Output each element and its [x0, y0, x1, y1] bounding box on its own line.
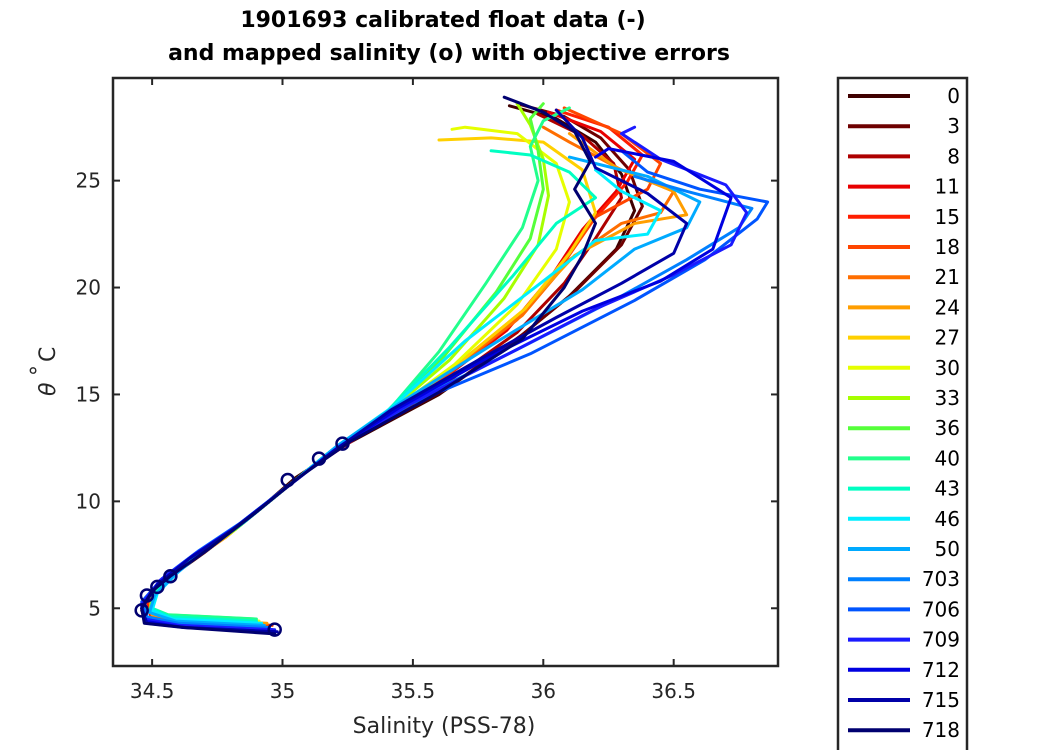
- mapped-point-5: [280, 472, 295, 488]
- mapped-point-1: [134, 603, 149, 618]
- legend-items: 0 3 8 11 15 18 21 24 27 30 33 36 40 43 46 50 703 706 709 71…: [848, 84, 960, 742]
- mapped-point-3: [150, 579, 165, 595]
- y-axis-unit: C: [36, 347, 61, 362]
- plot-frame: [111, 76, 780, 668]
- y-axis-theta: θ: [36, 382, 61, 396]
- legend-label-36: 36: [935, 416, 960, 440]
- legend-label-50: 50: [935, 537, 960, 561]
- legend-label-43: 43: [935, 477, 960, 501]
- y-tick-label: 10: [76, 489, 101, 513]
- legend-label-715: 715: [922, 688, 960, 712]
- legend-label-33: 33: [935, 386, 960, 410]
- legend-label-0: 0: [947, 84, 960, 108]
- chart-title-line2: and mapped salinity (o) with objective e…: [168, 41, 730, 66]
- y-tick-label: 20: [76, 276, 101, 300]
- legend-label-30: 30: [935, 356, 960, 380]
- y-tick-label: 25: [76, 169, 101, 193]
- mapped-point-2: [139, 588, 155, 603]
- legend-label-718: 718: [922, 718, 960, 742]
- mapped-point-6: [311, 451, 327, 466]
- legend-label-709: 709: [922, 628, 960, 652]
- data-lines: [140, 95, 770, 636]
- legend-label-3: 3: [947, 114, 960, 138]
- x-axis-label: Salinity (PSS-78): [353, 714, 536, 739]
- mapped-point-4: [163, 568, 178, 584]
- legend-label-18: 18: [935, 235, 960, 259]
- x-tick-label: 36.5: [651, 679, 696, 703]
- legend-label-706: 706: [922, 597, 960, 621]
- x-tick-label: 34.5: [130, 679, 175, 703]
- mapped-markers: [134, 436, 350, 637]
- legend-label-8: 8: [947, 144, 960, 168]
- legend-label-703: 703: [922, 567, 960, 591]
- y-axis-degree: °: [27, 365, 52, 376]
- y-axis-label: θ ° C: [27, 347, 61, 396]
- y-tick-label: 5: [88, 596, 101, 620]
- mapped-point-0: [267, 622, 282, 637]
- x-tick-label: 36: [531, 679, 556, 703]
- legend-label-40: 40: [935, 446, 960, 470]
- legend-label-27: 27: [935, 326, 960, 350]
- legend-label-11: 11: [935, 175, 960, 199]
- axis-ticks: 34.5 35 35.5 36 36.5 5 10 15 20 25: [76, 78, 778, 703]
- x-tick-label: 35: [270, 679, 295, 703]
- mapped-point-7: [335, 436, 350, 451]
- y-tick-label: 15: [76, 382, 101, 406]
- legend-label-15: 15: [935, 205, 960, 229]
- chart-title-line1: 1901693 calibrated float data (-): [240, 8, 645, 33]
- x-tick-label: 35.5: [391, 679, 436, 703]
- legend-label-21: 21: [935, 265, 960, 289]
- legend-label-712: 712: [922, 658, 960, 682]
- legend-label-24: 24: [935, 295, 960, 319]
- legend-label-46: 46: [935, 507, 960, 531]
